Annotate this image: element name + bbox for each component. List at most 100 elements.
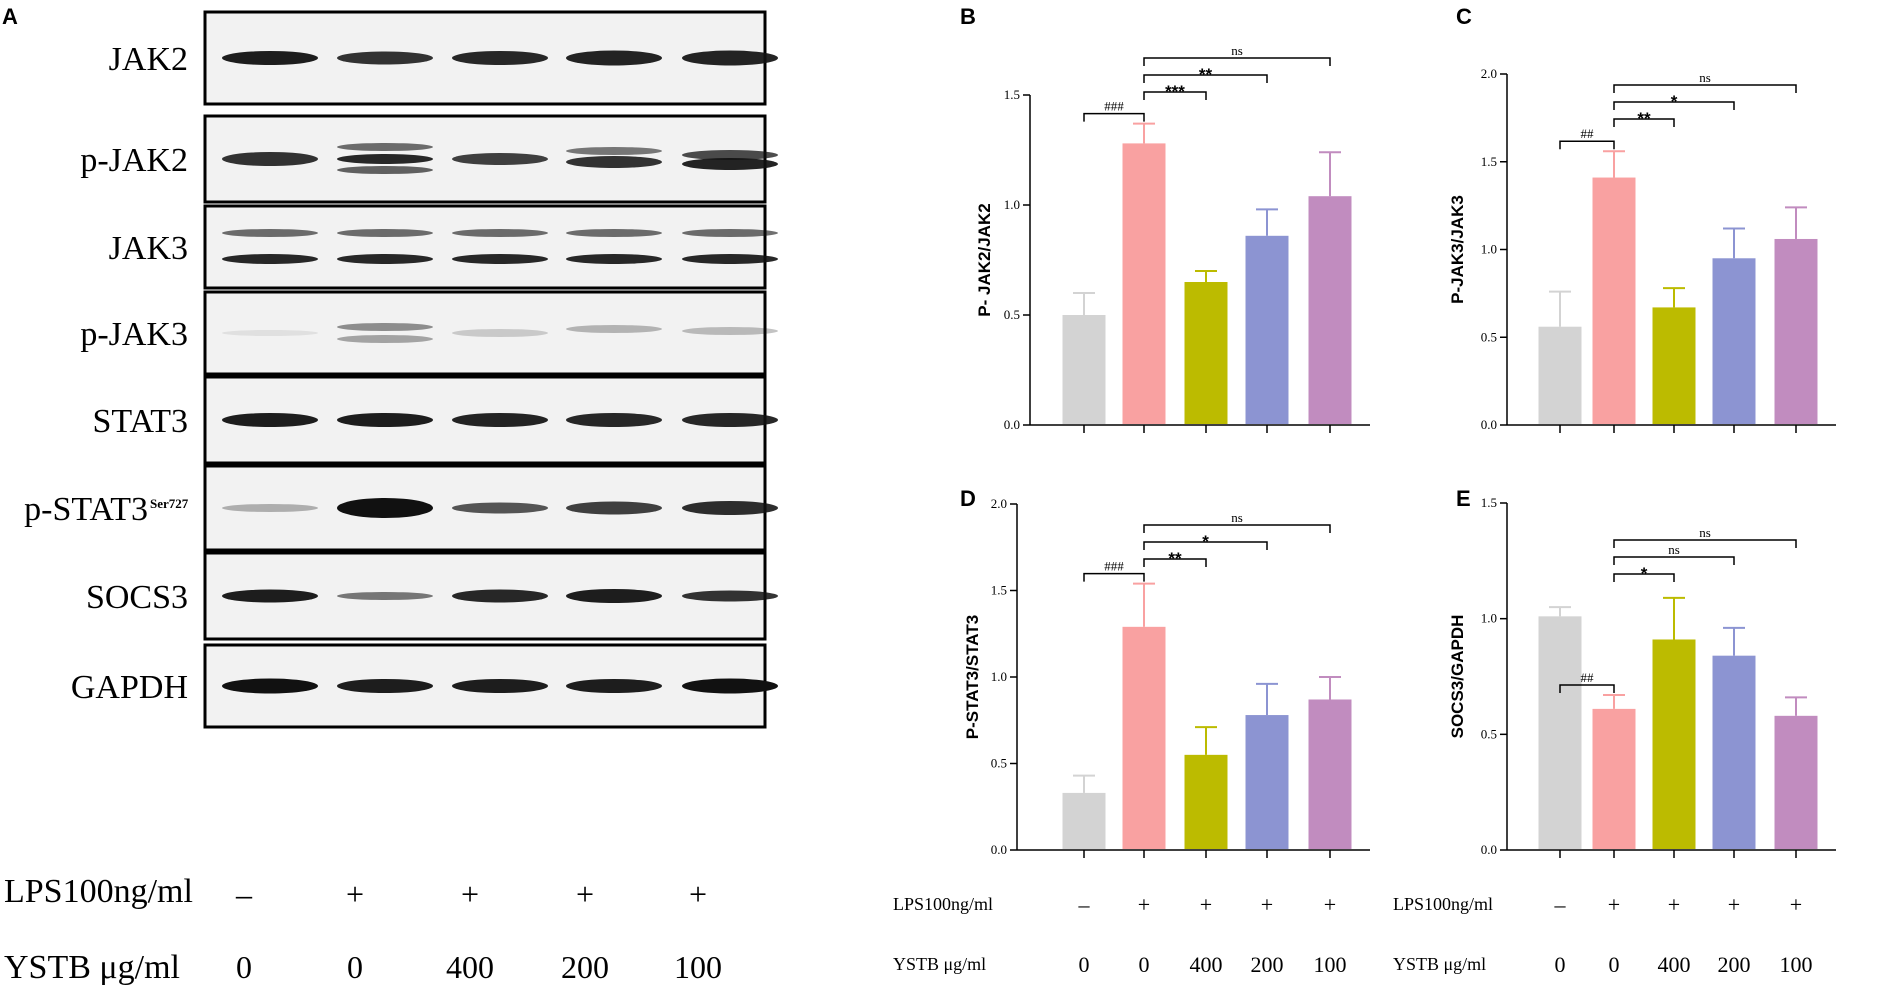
chart-e: 0.0 0.5 1.0 1.5 SOCS3/GAPDH ## * ns ns: [1448, 495, 1836, 858]
bar: [1184, 282, 1228, 424]
blot-band: [682, 678, 778, 694]
lps-value-chart: +: [1324, 892, 1336, 917]
bar: [1245, 235, 1289, 424]
y-tick-label: 1.5: [1004, 87, 1020, 102]
y-tick-label: 1.5: [1481, 495, 1497, 510]
significance-bracket: [1083, 112, 1145, 122]
significance-label: ns: [1231, 43, 1243, 58]
significance-label: ##: [1581, 670, 1595, 685]
bar: [1538, 326, 1582, 424]
panel-letter-c: C: [1456, 4, 1472, 29]
blot-band: [337, 335, 433, 343]
significance-label: *: [1671, 92, 1678, 111]
y-tick-label: 0.5: [991, 756, 1007, 771]
ystb-value-blot: 0: [236, 949, 252, 985]
bar: [1712, 258, 1756, 424]
blot-band: [222, 229, 318, 237]
y-axis-label: P-JAK3/JAK3: [1448, 195, 1467, 304]
blot-band: [566, 147, 662, 155]
blot-band: [222, 413, 318, 427]
blot-band: [452, 153, 548, 165]
y-tick-label: 0.0: [991, 842, 1007, 857]
y-tick-label: 1.0: [1481, 242, 1497, 257]
bar: [1122, 626, 1166, 849]
blot-label: p-JAK3: [80, 316, 188, 353]
blot-band: [682, 50, 778, 66]
ystb-label-blot: YSTB μg/ml: [4, 949, 180, 986]
bar: [1774, 238, 1818, 424]
significance-bracket: [1613, 118, 1675, 127]
ystb-value-chart: 100: [1780, 952, 1813, 977]
significance-bracket: [1143, 558, 1207, 567]
ystb-value-blot: 0: [347, 949, 363, 985]
bar: [1062, 315, 1106, 424]
ystb-value-chart: 0: [1609, 952, 1620, 977]
significance-bracket: [1613, 84, 1797, 93]
lps-value-chart: –: [1554, 892, 1567, 917]
ystb-label-right-charts: YSTB μg/ml: [1393, 954, 1486, 974]
significance-bracket: [1143, 524, 1331, 533]
y-axis-label: P-STAT3/STAT3: [963, 615, 982, 739]
significance-label: *: [1641, 564, 1648, 583]
western-blot-panel: JAK2 p-JAK2 JAK3 p-JAK3 STAT3 p-STAT3 Ser727 SO…: [24, 10, 778, 729]
blot-band: [222, 51, 318, 65]
ystb-value-chart: 200: [1718, 952, 1751, 977]
blot-band: [682, 158, 778, 170]
lps-value-blot: +: [576, 876, 594, 912]
blot-band: [222, 589, 318, 603]
blot-band: [566, 254, 662, 264]
blot-band: [337, 498, 433, 518]
blot-band: [337, 679, 433, 693]
lps-label-right-charts: LPS100ng/ml: [1393, 894, 1493, 914]
bar: [1308, 699, 1352, 849]
y-tick-label: 1.0: [1481, 611, 1497, 626]
blot-band: [337, 51, 433, 65]
lps-value-chart: +: [1608, 892, 1620, 917]
significance-bracket: [1559, 140, 1615, 150]
blot-band: [682, 229, 778, 237]
ystb-value-blot: 400: [446, 949, 494, 985]
significance-label: ##: [1581, 126, 1595, 141]
lps-value-blot: –: [235, 876, 253, 912]
bar: [1652, 639, 1696, 849]
significance-bracket: [1143, 74, 1268, 83]
blot-band: [682, 327, 778, 335]
blot-band: [337, 143, 433, 151]
panel-letter-e: E: [1456, 486, 1471, 511]
significance-label: ###: [1104, 99, 1124, 114]
significance-bracket: [1143, 91, 1207, 100]
ystb-value-chart: 400: [1190, 952, 1223, 977]
bar: [1592, 708, 1636, 849]
significance-bracket: [1143, 541, 1268, 550]
y-tick-label: 1.0: [1004, 197, 1020, 212]
panel-letter-d: D: [960, 486, 976, 511]
bar: [1592, 177, 1636, 424]
bar: [1652, 307, 1696, 424]
bar: [1122, 143, 1166, 424]
blot-band: [682, 590, 778, 602]
y-tick-label: 2.0: [991, 496, 1007, 511]
blot-label: p-JAK2: [80, 142, 188, 179]
blot-band: [452, 502, 548, 514]
ystb-value-chart: 200: [1251, 952, 1284, 977]
blot-label: JAK2: [109, 41, 188, 78]
significance-bracket: [1559, 684, 1615, 694]
y-tick-label: 1.5: [1481, 154, 1497, 169]
significance-bracket: [1143, 57, 1331, 66]
blot-label: SOCS3: [86, 579, 188, 616]
significance-label: **: [1168, 549, 1182, 568]
blot-frame-jak3: [203, 204, 767, 290]
blot-band: [337, 592, 433, 600]
significance-label: **: [1637, 109, 1651, 128]
blot-band: [337, 323, 433, 331]
bar-charts: 0.00.51.01.5P- JAK2/JAK2###*****ns0.00.5…: [963, 43, 1836, 858]
bar: [1184, 754, 1228, 849]
lps-value-chart: +: [1138, 892, 1150, 917]
blot-band: [566, 156, 662, 168]
significance-label: **: [1199, 65, 1213, 84]
y-tick-label: 0.5: [1481, 329, 1497, 344]
bar: [1245, 715, 1289, 849]
blot-label: JAK3: [109, 230, 188, 267]
blot-conditions: – + + + +0 0 400 200 100: [235, 876, 722, 985]
